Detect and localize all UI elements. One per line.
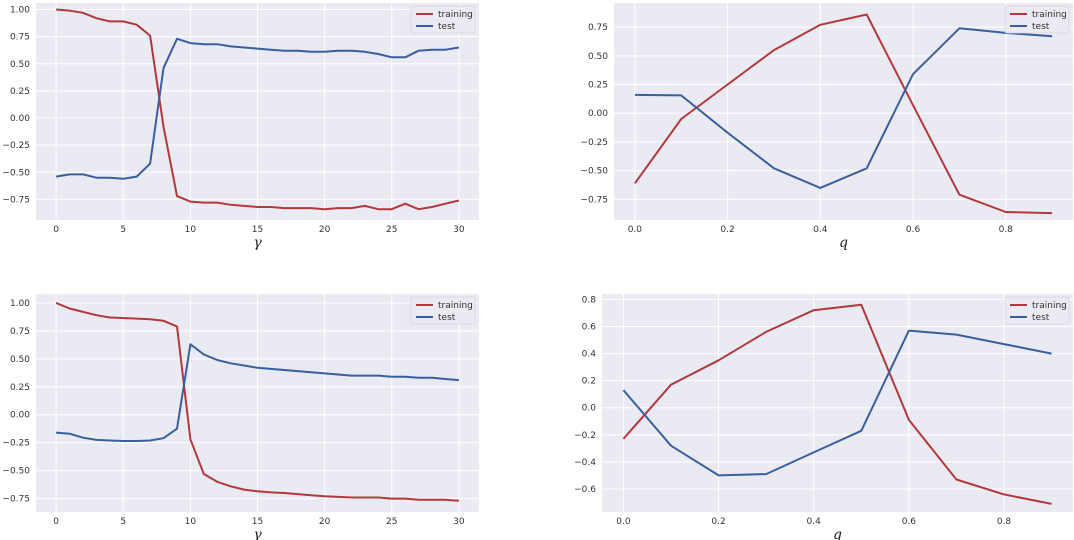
series-line-training — [622, 303, 1052, 505]
legend-label-training: training — [438, 10, 473, 20]
y-tick-label: −0.75 — [2, 495, 30, 505]
y-tick-label: −0.2 — [574, 431, 596, 441]
legend-label-test: test — [438, 22, 456, 32]
y-tick-label: −0.75 — [580, 195, 608, 205]
x-tick-label: 0.0 — [628, 225, 643, 235]
x-tick-label: 30 — [453, 517, 465, 527]
legend: training test — [1004, 5, 1070, 34]
legend-label-training: training — [1032, 301, 1067, 311]
x-axis-label: q — [833, 527, 842, 540]
x-tick-label: 5 — [120, 517, 126, 527]
chart-top-left: 0 5 10 15 20 25 30 −0.75 −0.50 −0.25 0.00 0.25 0.50 0… — [2, 3, 479, 251]
legend-label-training: training — [438, 301, 473, 311]
x-tick-label: 0.4 — [813, 225, 828, 235]
y-tick-label: 0.6 — [582, 322, 597, 332]
x-tick-label: 0.8 — [999, 225, 1014, 235]
legend: training test — [410, 5, 476, 34]
x-tick-label: 0.8 — [997, 517, 1012, 527]
x-tick-label: 30 — [453, 225, 465, 235]
y-tick-label: 0.75 — [10, 327, 30, 337]
series-line-training — [55, 301, 459, 502]
x-tick-label: 20 — [319, 517, 331, 527]
y-tick-label: 0.00 — [10, 114, 30, 124]
y-tick-label: 0.0 — [582, 404, 597, 414]
legend-label-test: test — [1032, 313, 1050, 323]
x-tick-label: 15 — [252, 225, 263, 235]
y-tick-label: −0.6 — [574, 485, 596, 495]
x-tick-label: 0 — [53, 225, 59, 235]
legend-label-training: training — [1032, 10, 1067, 20]
x-tick-label: 0.4 — [807, 517, 822, 527]
y-tick-label: 0.50 — [10, 60, 30, 70]
y-tick-label: −0.50 — [580, 167, 608, 177]
chart-bottom-left: 0 5 10 15 20 25 30 −0.75 −0.50 −0.25 0.00 0.25 0.50 0… — [2, 294, 479, 540]
x-tick-label: 10 — [185, 517, 197, 527]
legend-label-test: test — [438, 313, 456, 323]
series-line-test — [55, 37, 460, 180]
series-line-test — [622, 329, 1052, 477]
y-tick-label: −0.25 — [580, 138, 608, 148]
legend: training test — [410, 296, 476, 325]
x-tick-label: 5 — [120, 225, 126, 235]
chart-bottom-right: 0.0 0.2 0.4 0.6 0.8 −0.6 −0.4 −0.2 0.0 0.2 0.4 0.6 0… — [574, 294, 1073, 540]
x-tick-label: 15 — [252, 517, 263, 527]
series-line-test — [56, 343, 459, 442]
x-tick-label: 20 — [319, 225, 331, 235]
x-tick-label: 0.2 — [711, 517, 725, 527]
x-tick-label: 25 — [386, 517, 397, 527]
x-axis-label: γ — [253, 527, 262, 540]
y-tick-label: −0.4 — [574, 458, 596, 468]
y-tick-label: 1.00 — [10, 299, 30, 309]
y-tick-label: −0.25 — [2, 439, 30, 449]
legend-label-test: test — [1032, 22, 1050, 32]
y-tick-label: 0.25 — [588, 81, 608, 91]
y-tick-label: 0.25 — [10, 383, 30, 393]
x-axis-label: q — [839, 235, 848, 251]
y-tick-label: 0.50 — [588, 52, 608, 62]
x-tick-label: 0.6 — [902, 517, 917, 527]
series-line-test — [634, 27, 1053, 189]
series-line-training — [634, 13, 1053, 215]
y-tick-label: 0.2 — [582, 377, 596, 387]
y-tick-label: −0.50 — [2, 168, 30, 178]
y-tick-label: 0.50 — [10, 355, 30, 365]
y-tick-label: 0.75 — [10, 33, 30, 43]
legend: training test — [1004, 296, 1070, 325]
x-tick-label: 0.6 — [906, 225, 921, 235]
y-tick-label: 0.75 — [588, 23, 608, 33]
x-tick-label: 0 — [53, 517, 59, 527]
y-tick-label: 1.00 — [10, 6, 30, 16]
y-tick-label: −0.50 — [2, 467, 30, 477]
y-tick-label: −0.25 — [2, 141, 30, 151]
plot-area — [602, 294, 1073, 512]
y-tick-label: 0.00 — [588, 109, 608, 119]
y-tick-label: 0.8 — [582, 295, 597, 305]
y-tick-label: 0.00 — [10, 411, 30, 421]
y-tick-label: 0.4 — [582, 350, 597, 360]
x-axis-label: γ — [253, 235, 262, 251]
y-tick-label: 0.25 — [10, 87, 30, 97]
x-tick-label: 10 — [185, 225, 197, 235]
chart-top-right: 0.0 0.2 0.4 0.6 0.8 −0.75 −0.50 −0.25 0.00 0.25 0.… — [580, 3, 1073, 251]
series-line-training — [56, 8, 460, 211]
x-tick-label: 25 — [386, 225, 397, 235]
x-tick-label: 0.2 — [720, 225, 734, 235]
x-tick-label: 0.0 — [616, 517, 631, 527]
y-tick-label: −0.75 — [2, 195, 30, 205]
plot-area — [614, 3, 1073, 220]
